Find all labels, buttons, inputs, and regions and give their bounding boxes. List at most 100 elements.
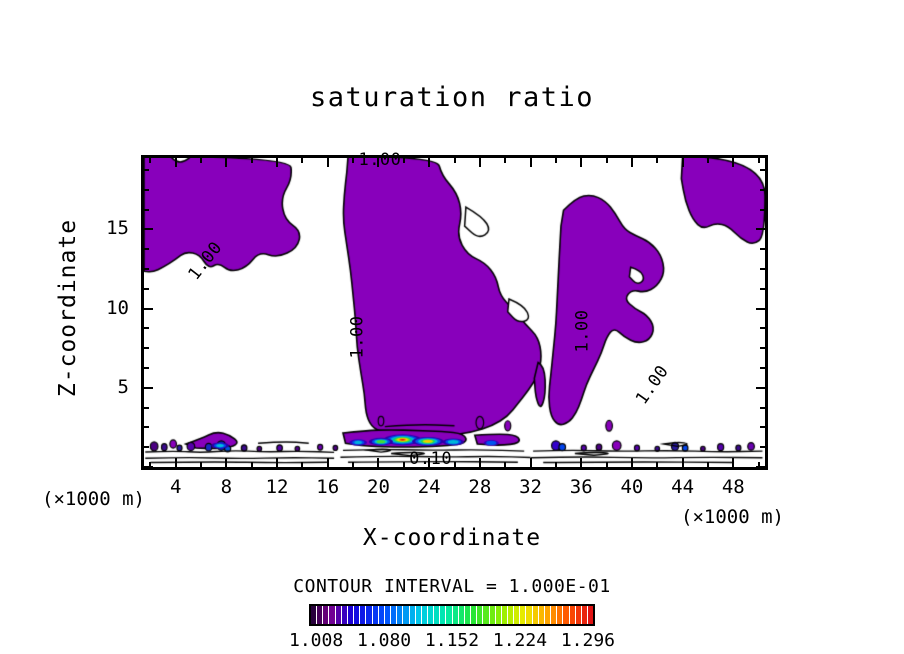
x-axis-unit-label: (×1000 m) (681, 506, 784, 528)
colorbar-tick-label: 1.080 (356, 630, 412, 651)
x-tick-minor (605, 462, 608, 467)
colorbar-tick-label: 1.008 (289, 630, 344, 651)
x-tick-minor-top (656, 158, 659, 163)
x-tick-major-top (377, 158, 380, 167)
y-tick-minor (144, 188, 149, 191)
x-tick-label: 48 (721, 476, 745, 498)
x-tick-minor-top (352, 158, 355, 163)
x-tick-label: 8 (220, 476, 233, 498)
x-tick-major (529, 458, 532, 467)
y-tick-major-right (756, 386, 765, 389)
x-axis-title: X-coordinate (362, 525, 542, 551)
y-tick-minor (144, 208, 149, 211)
y-tick-minor-right (760, 426, 765, 429)
y-axis-title: Z-coordinate (55, 218, 81, 398)
colorbar-swatch (366, 606, 373, 624)
y-tick-minor (144, 347, 149, 350)
y-tick-major (144, 228, 153, 231)
x-tick-label: 44 (671, 476, 695, 498)
x-tick-minor-top (706, 158, 709, 163)
colorbar-swatch (489, 606, 496, 624)
y-tick-major (144, 386, 153, 389)
x-tick-minor (352, 462, 355, 467)
x-tick-major-top (174, 158, 177, 167)
y-tick-minor-right (760, 208, 765, 211)
y-tick-major (144, 307, 153, 310)
y-tick-major-right (756, 466, 765, 468)
x-tick-major-top (630, 158, 633, 167)
z-axis-unit-label: (×1000 m) (42, 488, 145, 510)
colorbar-swatch (551, 606, 558, 624)
colorbar-swatch (538, 606, 545, 624)
colorbar-tick-labels: 1.008 1.080 1.152 1.224 1.296 (289, 630, 615, 654)
colorbar (309, 604, 595, 626)
colorbar-swatch (335, 606, 342, 624)
y-tick-minor (144, 287, 149, 290)
colorbar-swatch (415, 606, 422, 624)
x-tick-major-top (732, 158, 735, 167)
x-tick-major-top (681, 158, 684, 167)
colorbar-swatch (501, 606, 508, 624)
page-title: saturation ratio (309, 82, 595, 113)
colorbar-swatch (354, 606, 361, 624)
x-tick-major (478, 458, 481, 467)
y-tick-major (144, 466, 153, 468)
x-tick-major-top (326, 158, 329, 167)
x-tick-label: 36 (569, 476, 593, 498)
y-tick-minor-right (760, 188, 765, 191)
x-tick-major-top (225, 158, 228, 167)
x-tick-minor (250, 462, 253, 467)
colorbar-swatch (508, 606, 515, 624)
x-tick-major (580, 458, 583, 467)
colorbar-swatch (532, 606, 539, 624)
y-tick-minor-right (760, 248, 765, 251)
x-tick-minor-top (200, 158, 203, 163)
colorbar-swatch (520, 606, 527, 624)
colorbar-swatch (427, 606, 435, 624)
y-tick-minor-right (760, 347, 765, 350)
colorbar-swatch (323, 606, 330, 624)
x-tick-label: 20 (367, 476, 390, 498)
y-tick-minor-right (760, 446, 765, 449)
x-tick-minor-top (757, 158, 760, 163)
y-tick-minor (144, 446, 149, 449)
y-tick-minor-right (760, 168, 765, 171)
colorbar-swatch (588, 606, 594, 624)
x-tick-minor (301, 462, 304, 467)
y-tick-minor (144, 406, 149, 409)
x-tick-minor-top (402, 158, 405, 163)
colorbar-swatch (514, 606, 521, 624)
contour-interval-label: CONTOUR INTERVAL = 1.000E-01 (293, 576, 611, 597)
y-tick-label: 10 (106, 296, 129, 319)
x-tick-minor (656, 462, 659, 467)
x-tick-minor-top (504, 158, 507, 163)
contour-value-label: 1.00 (572, 309, 593, 353)
x-tick-label: 32 (519, 476, 542, 498)
y-tick-minor (144, 327, 149, 330)
x-tick-major-top (478, 158, 481, 167)
x-tick-minor-top (250, 158, 253, 163)
colorbar-swatch (372, 606, 379, 624)
colorbar-swatch (471, 606, 478, 624)
x-tick-minor (504, 462, 507, 467)
x-tick-minor-top (149, 158, 152, 163)
contour-field-canvas (144, 158, 765, 467)
x-tick-major (681, 458, 684, 467)
colorbar-swatch (452, 606, 459, 624)
x-tick-minor (149, 462, 152, 467)
contour-value-label: 0.10 (409, 449, 453, 470)
colorbar-tick-label: 1.296 (560, 630, 615, 651)
colorbar-swatch (403, 606, 410, 624)
x-tick-minor (706, 462, 709, 467)
colorbar-swatch (575, 606, 582, 624)
x-tick-major-top (276, 158, 279, 167)
y-tick-minor (144, 267, 149, 270)
x-tick-minor (757, 462, 760, 467)
x-tick-major-top (580, 158, 583, 167)
y-tick-major-right (756, 228, 765, 231)
colorbar-swatch (347, 606, 355, 624)
y-tick-label: 5 (117, 375, 129, 398)
x-tick-major (377, 458, 380, 467)
x-tick-label: 24 (417, 476, 441, 498)
colorbar-swatch (341, 606, 348, 624)
